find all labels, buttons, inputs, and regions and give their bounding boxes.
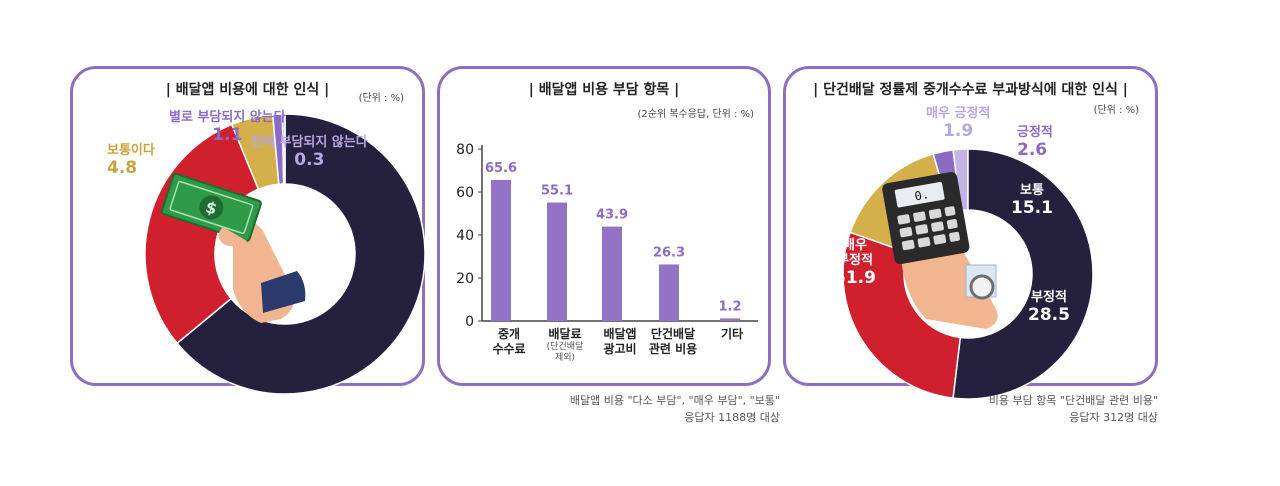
- bar-value-label: 1.2: [718, 299, 741, 314]
- label-not-at-all-burdened: 전혀 부담되지 않는다 0.3: [251, 135, 368, 170]
- y-tick-label: 20: [456, 271, 474, 287]
- bar-value-label: 26.3: [653, 245, 685, 260]
- bar-value-label: 65.6: [485, 161, 517, 176]
- y-tick-label: 80: [456, 142, 474, 158]
- donut-slice-0: [176, 113, 426, 395]
- panel-cost-burden-items: | 배달앱 비용 부담 항목 | (2순위 복수응답, 단위 : %) 0 20 4…: [437, 66, 771, 386]
- donut-chart-cost-perception: $: [144, 113, 426, 395]
- x-category-1: 중개 수수료: [492, 327, 526, 356]
- x-category-5: 기타: [720, 327, 744, 341]
- svg-text:$: $: [203, 197, 219, 219]
- label-very-positive: 매우 긍정적 1.9: [926, 106, 991, 141]
- y-tick-label: 40: [456, 228, 474, 244]
- x-category-2: 배달료 (단건배달 제외): [546, 327, 584, 363]
- label-very-negative: 매우 부정적 51.9: [834, 238, 876, 288]
- bar-0: [491, 179, 511, 321]
- footnote-panel3: 비용 부담 항목 "단건배달 관련 비용" 응답자 312명 대상: [988, 394, 1158, 425]
- bar-value-label: 43.9: [596, 208, 628, 223]
- panel-delivery-app-cost-perception: | 배달앱 비용에 대한 인식 | (단위 : %) $ 매우 부담된다 64.…: [70, 66, 426, 395]
- bar-value-label: 55.1: [541, 184, 573, 199]
- label-positive: 긍정적 2.6: [1017, 125, 1053, 160]
- svg-text:0.: 0.: [914, 187, 931, 203]
- bar-1: [547, 202, 567, 321]
- donut-slice-3: [842, 231, 962, 399]
- chart-title: | 배달앱 비용에 대한 인식 |: [165, 82, 330, 98]
- unit-label: (단위 : %): [1093, 105, 1139, 116]
- label-negative: 부정적 28.5: [1028, 290, 1070, 325]
- donut-slice-4: [281, 113, 286, 185]
- donut-slice-4: [952, 148, 1094, 400]
- label-normal: 보통이다 4.8: [107, 143, 155, 178]
- y-tick-label: 60: [456, 185, 474, 201]
- bar-chart-cost-burden: 0 20 40 60 80 65.6 55.1 43.9 26.3 1.2: [456, 142, 758, 330]
- bar-4: [720, 318, 740, 321]
- panel-single-delivery-fee-perception: | 단건배달 정률제 중개수수료 부과방식에 대한 인식 | (단위 : %) …: [783, 66, 1158, 400]
- label-very-burdened: 매우 부담된다 64.0: [303, 243, 351, 293]
- unit-label: (2순위 복수응답, 단위 : %): [637, 109, 754, 120]
- chart-title: | 배달앱 비용 부담 항목 |: [528, 82, 680, 98]
- x-category-3: 배달앱 광고비: [603, 327, 637, 356]
- footnote-panel2: 배달앱 비용 "다소 부담", "매우 부담", "보통" 응답자 1188명 대…: [569, 394, 780, 425]
- y-tick-label: 0: [465, 314, 474, 330]
- x-category-4: 단건배달 관련 비용: [648, 327, 698, 356]
- chart-title: | 단건배달 정률제 중개수수료 부과방식에 대한 인식 |: [813, 82, 1128, 98]
- label-not-much-burdened: 별로 부담되지 않는다 1.1: [169, 110, 286, 145]
- unit-label: (단위 : %): [358, 93, 404, 104]
- bar-2: [602, 226, 622, 321]
- money-hand-illustration: $: [160, 173, 306, 323]
- label-normal: 보통 15.1: [1011, 183, 1053, 218]
- calculator-hand-illustration: 0.: [882, 171, 998, 329]
- label-somewhat-burdened: 다소 부담된다 29.8: [95, 218, 143, 268]
- bar-3: [659, 264, 679, 321]
- donut-chart-fee-perception: 0.: [842, 148, 1094, 400]
